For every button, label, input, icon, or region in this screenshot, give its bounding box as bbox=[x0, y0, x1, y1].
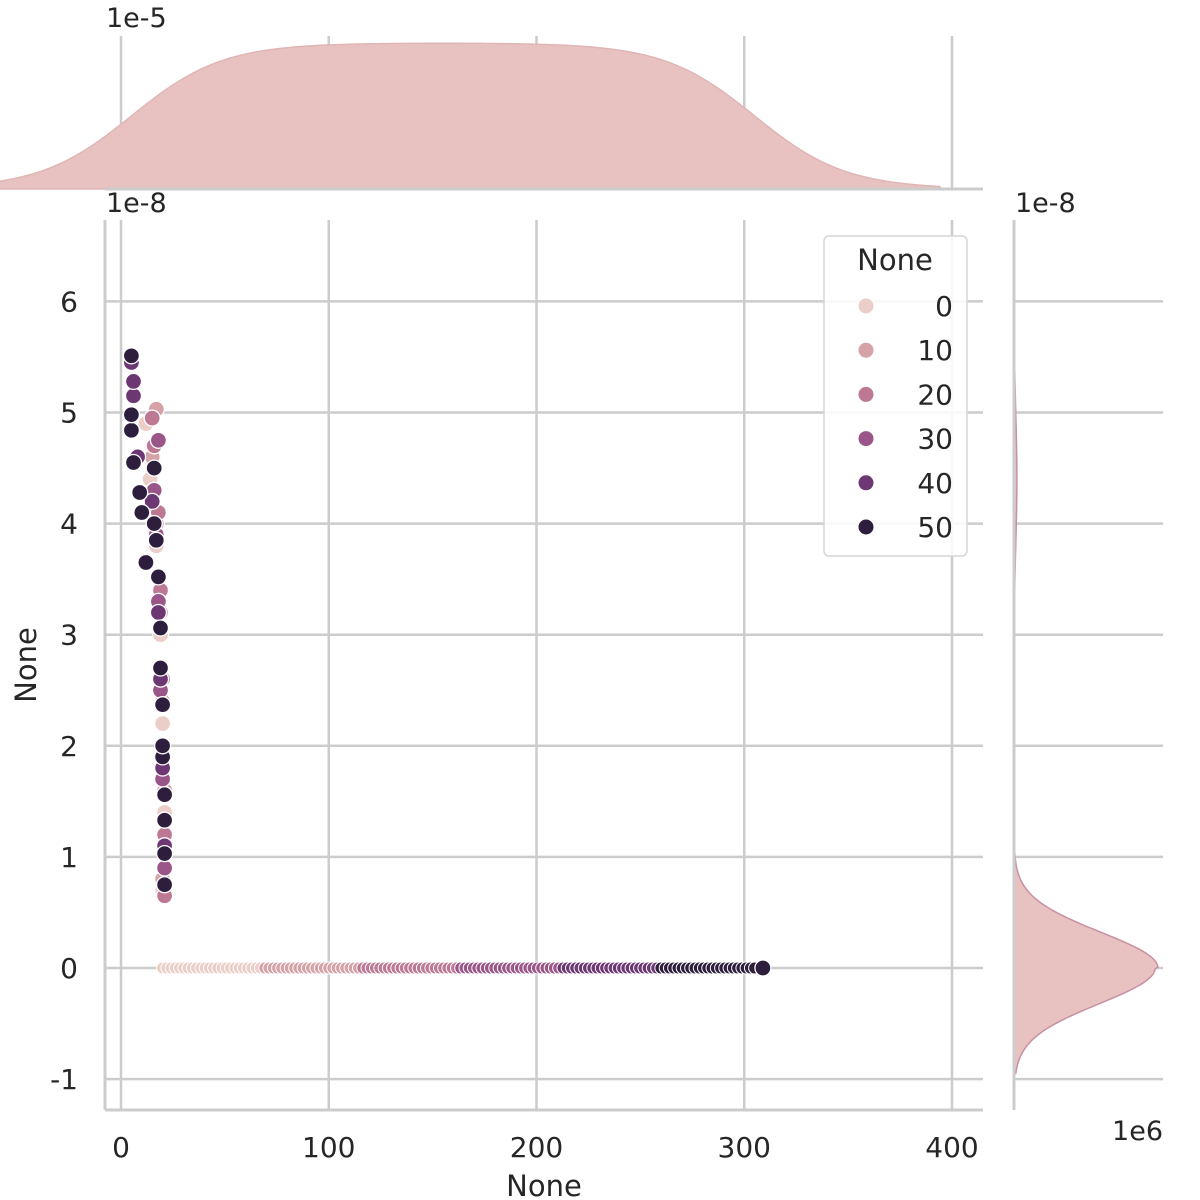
scatter-point bbox=[137, 553, 155, 572]
scatter-point bbox=[147, 531, 165, 549]
right-marginal-kde-area bbox=[1013, 345, 1159, 1075]
scatter-point bbox=[155, 844, 174, 863]
main-plot: -1 0 0 0 100 200 300 400 -1 0 1 2 3 4 5 6 1e-8 None No… bbox=[9, 188, 983, 1200]
scatter-point bbox=[155, 811, 174, 829]
horizontal-point-band bbox=[156, 961, 762, 975]
scatter-point bbox=[151, 619, 170, 637]
right-marginal-grid bbox=[1014, 300, 1163, 1081]
legend-label: 10 bbox=[917, 334, 953, 367]
scatter-point bbox=[122, 406, 141, 424]
x-axis-label: None bbox=[506, 1169, 582, 1200]
legend-label: 20 bbox=[917, 378, 953, 411]
scatter-point bbox=[124, 372, 143, 391]
scatter-point bbox=[145, 514, 163, 533]
legend-label: 30 bbox=[917, 423, 953, 456]
x-tick-label: 400 bbox=[925, 1131, 978, 1164]
scatter-point bbox=[153, 714, 172, 733]
x-tick-label: 0 bbox=[112, 1131, 130, 1164]
x-tick-label: 200 bbox=[510, 1131, 563, 1164]
scatter-point bbox=[149, 603, 168, 622]
scatter-point bbox=[754, 959, 772, 977]
y-tick-label: 1 bbox=[60, 841, 78, 874]
scatter-point bbox=[151, 659, 170, 677]
right-marginal-offset-label-top: 1e-8 bbox=[1015, 188, 1076, 219]
y-tick-label: 6 bbox=[60, 285, 78, 318]
legend-marker bbox=[858, 431, 874, 447]
y-tick-label: 3 bbox=[60, 619, 78, 652]
right-marginal-offset-label-bottom: 1e6 bbox=[1112, 1116, 1163, 1147]
scatter-points bbox=[122, 347, 772, 977]
y-tick-label: 5 bbox=[60, 397, 78, 430]
scatter-point bbox=[149, 568, 168, 586]
scatter-point bbox=[145, 459, 163, 477]
scatter-point bbox=[131, 483, 149, 502]
y-tick-label: 0 bbox=[60, 952, 78, 985]
scatter-point bbox=[124, 387, 143, 405]
top-marginal-kde-area bbox=[0, 42, 944, 190]
scatter-point bbox=[155, 786, 174, 804]
y-tick-labels: -1 0 1 2 3 4 5 6 bbox=[50, 285, 78, 1096]
scatter-point bbox=[155, 859, 174, 877]
legend-frame bbox=[823, 235, 968, 557]
scatter-point bbox=[122, 421, 141, 439]
scatter-point bbox=[143, 492, 161, 511]
legend-entries: 0 10 20 30 40 50 bbox=[858, 290, 953, 544]
scatter-point bbox=[143, 409, 161, 427]
scatter-point bbox=[122, 347, 141, 365]
y-axis-label: None bbox=[9, 627, 43, 703]
right-marginal: 1e-8 1e6 bbox=[1012, 188, 1163, 1147]
legend: None 0 10 20 30 40 50 bbox=[823, 235, 968, 557]
legend-label: 40 bbox=[917, 467, 953, 500]
x-tick-labels: -1000100200300400 bbox=[112, 1131, 979, 1164]
legend-marker bbox=[858, 386, 874, 402]
legend-marker bbox=[858, 342, 874, 358]
scatter-point bbox=[133, 503, 151, 522]
legend-label: 0 bbox=[935, 290, 953, 323]
y-tick-label: 4 bbox=[60, 508, 78, 541]
y-tick-label: -1 bbox=[50, 1063, 78, 1096]
y-tick-label: 2 bbox=[60, 730, 78, 763]
scatter-point bbox=[149, 431, 168, 449]
main-grid bbox=[105, 220, 983, 1110]
legend-title: None bbox=[857, 243, 933, 277]
scatter-point bbox=[153, 737, 172, 755]
legend-marker bbox=[858, 475, 874, 491]
legend-label: 50 bbox=[917, 511, 953, 544]
x-tick-label: 100 bbox=[302, 1131, 355, 1164]
legend-marker bbox=[858, 298, 874, 314]
legend-marker bbox=[858, 519, 874, 535]
y-offset-label: 1e-8 bbox=[106, 188, 167, 219]
scatter-point bbox=[155, 876, 174, 894]
top-marginal: 1e-5 bbox=[0, 3, 983, 191]
scatter-point bbox=[153, 696, 172, 714]
x-tick-label: 300 bbox=[718, 1131, 771, 1164]
scatter-point bbox=[124, 453, 143, 472]
top-marginal-offset-label: 1e-5 bbox=[106, 3, 167, 34]
